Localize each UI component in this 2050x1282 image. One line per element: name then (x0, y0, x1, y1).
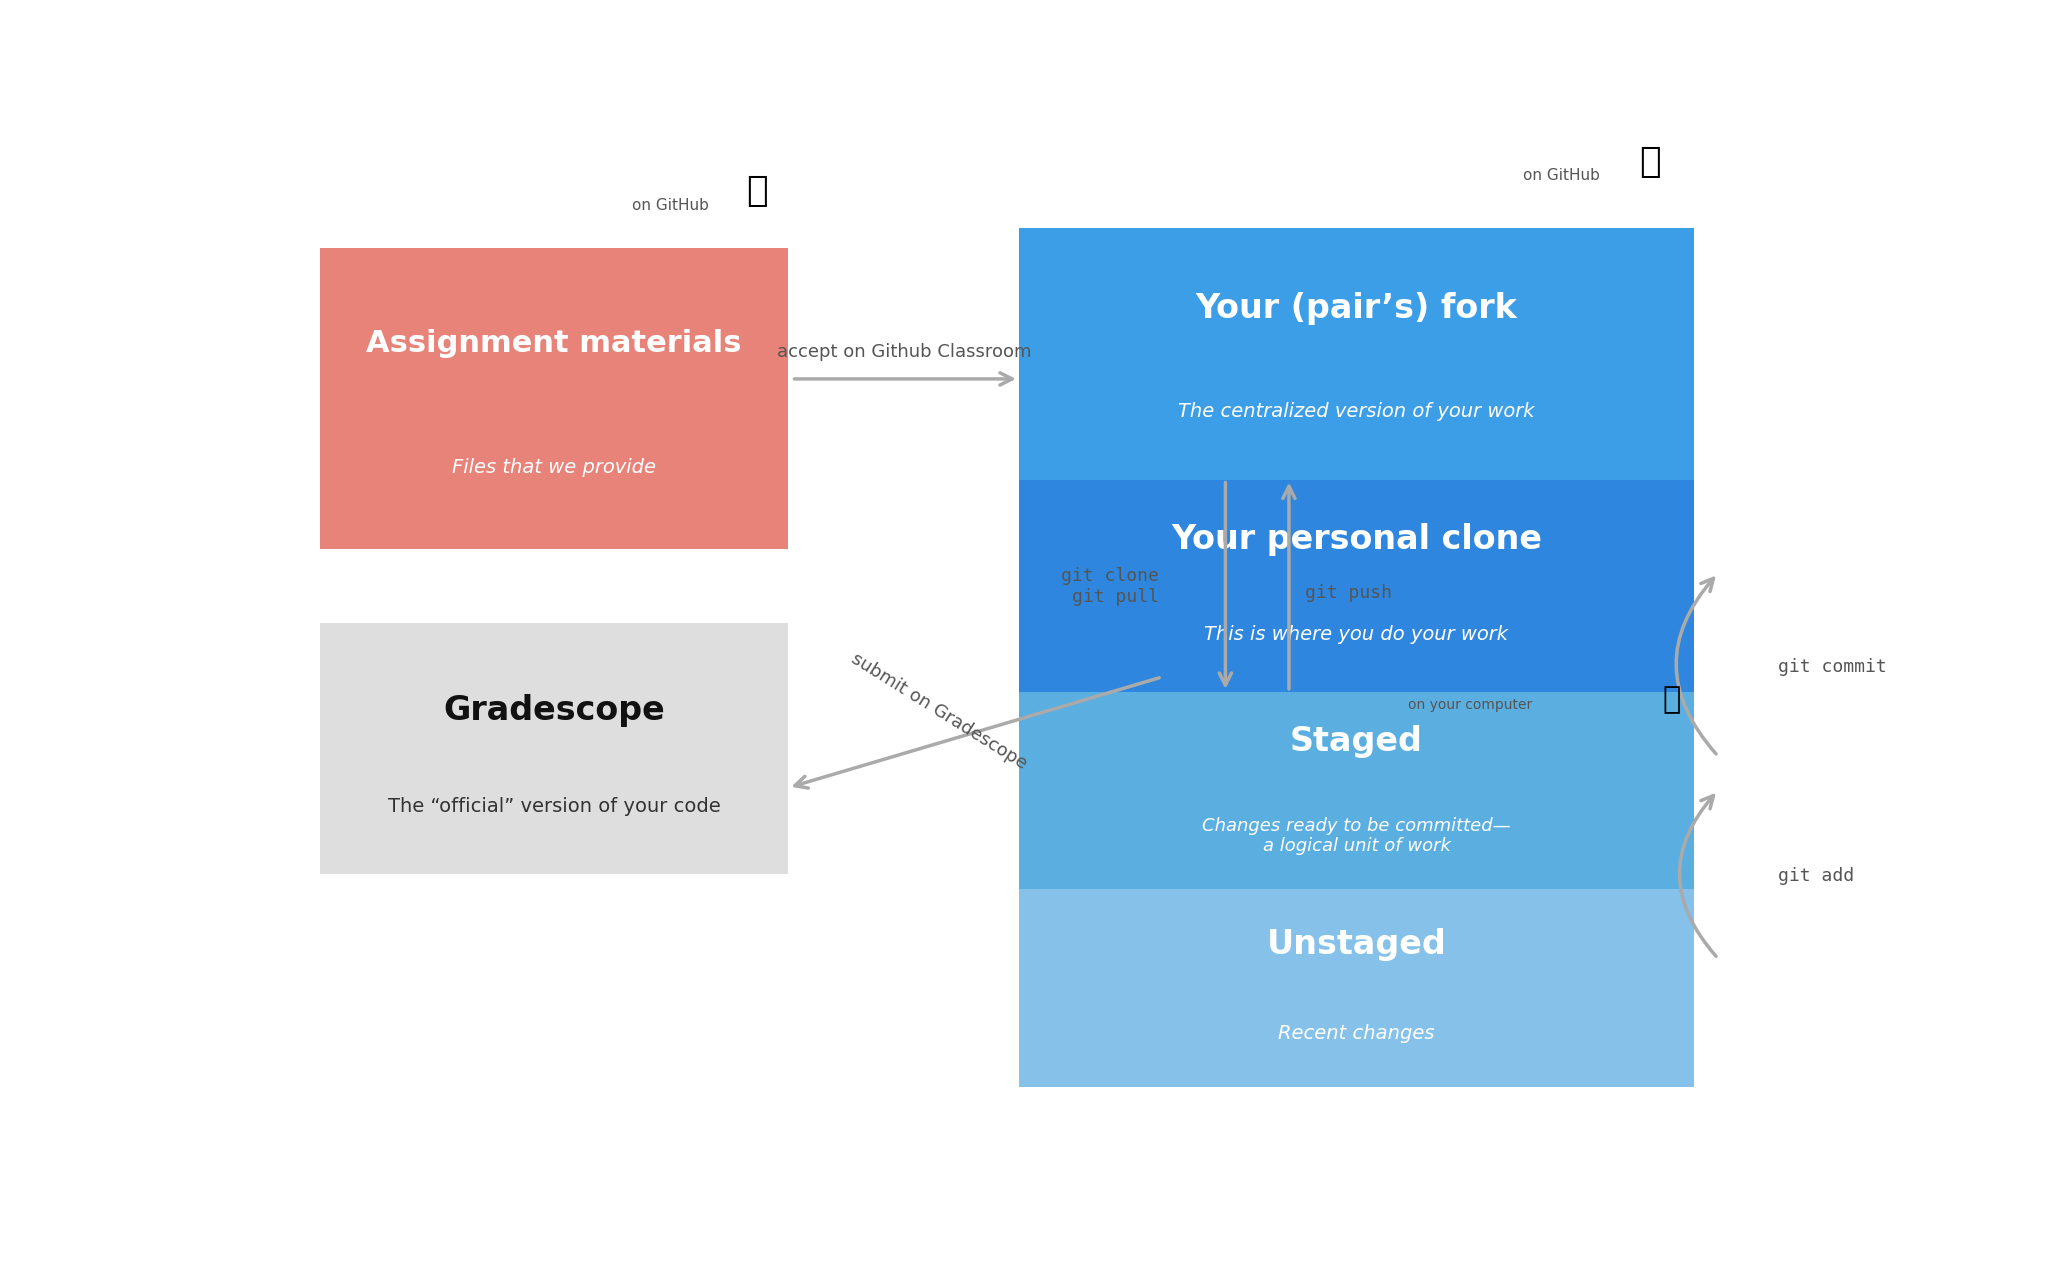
Text: on your computer: on your computer (1408, 697, 1531, 712)
Text: submit on Gradescope: submit on Gradescope (849, 650, 1031, 773)
Text: on GitHub: on GitHub (1523, 168, 1601, 183)
Text: Your personal clone: Your personal clone (1171, 523, 1542, 555)
Text: Unstaged: Unstaged (1267, 928, 1447, 962)
Text: 🐙: 🐙 (1638, 145, 1660, 178)
Text: Files that we provide: Files that we provide (453, 458, 656, 477)
Text: Gradescope: Gradescope (443, 695, 664, 727)
Text: The centralized version of your work: The centralized version of your work (1179, 403, 1535, 420)
Text: Your (pair’s) fork: Your (pair’s) fork (1195, 292, 1517, 324)
Text: git add: git add (1777, 868, 1855, 886)
Text: The “official” version of your code: The “official” version of your code (387, 797, 720, 815)
Text: Recent changes: Recent changes (1279, 1024, 1435, 1042)
Text: 🖥: 🖥 (1663, 685, 1681, 714)
Text: Changes ready to be committed—
a logical unit of work: Changes ready to be committed— a logical… (1201, 817, 1511, 855)
FancyBboxPatch shape (320, 247, 789, 549)
Text: Staged: Staged (1289, 724, 1423, 758)
FancyBboxPatch shape (1019, 890, 1693, 1087)
Text: git push: git push (1306, 585, 1392, 603)
Text: 🐙: 🐙 (746, 174, 767, 208)
FancyBboxPatch shape (320, 623, 789, 874)
FancyBboxPatch shape (1019, 692, 1693, 890)
Text: This is where you do your work: This is where you do your work (1205, 626, 1509, 644)
Text: accept on Github Classroom: accept on Github Classroom (777, 344, 1031, 362)
FancyBboxPatch shape (1019, 228, 1693, 479)
Text: on GitHub: on GitHub (631, 197, 709, 213)
Text: git commit: git commit (1777, 658, 1886, 676)
Text: Assignment materials: Assignment materials (367, 329, 742, 359)
FancyBboxPatch shape (1019, 479, 1693, 692)
Text: git clone
git pull: git clone git pull (1060, 567, 1158, 605)
